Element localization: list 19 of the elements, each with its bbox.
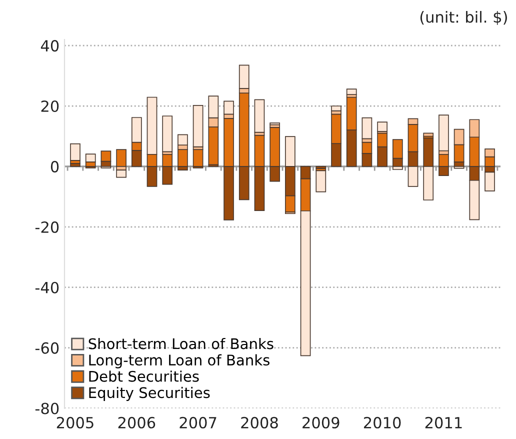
x-tick-label: 2007 bbox=[180, 416, 216, 428]
x-tick-label: 2006 bbox=[118, 416, 156, 428]
x-tick-label: 2008 bbox=[241, 416, 278, 428]
y-tick-label: -80 bbox=[35, 402, 59, 414]
legend-label: Short-term Loan of Banks bbox=[88, 338, 274, 350]
legend-label: Long-term Loan of Banks bbox=[89, 354, 270, 368]
legend-label: Debt Securities bbox=[89, 370, 199, 382]
x-tick-label: 2010 bbox=[364, 416, 401, 428]
y-tick-label: 0 bbox=[50, 160, 59, 172]
y-tick-label: -20 bbox=[35, 221, 59, 233]
y-tick-label: -60 bbox=[35, 342, 59, 354]
y-tick-label: -40 bbox=[35, 282, 59, 294]
x-tick-label: 2011 bbox=[425, 416, 462, 428]
x-tick-label: 2005 bbox=[56, 416, 94, 428]
x-tick-label: 2009 bbox=[302, 416, 340, 428]
y-tick-label: 20 bbox=[41, 100, 59, 112]
y-tick-label: 40 bbox=[40, 40, 59, 52]
legend-label: Equity Securities bbox=[89, 386, 210, 401]
text: (unit: bil. $) bbox=[420, 10, 507, 25]
